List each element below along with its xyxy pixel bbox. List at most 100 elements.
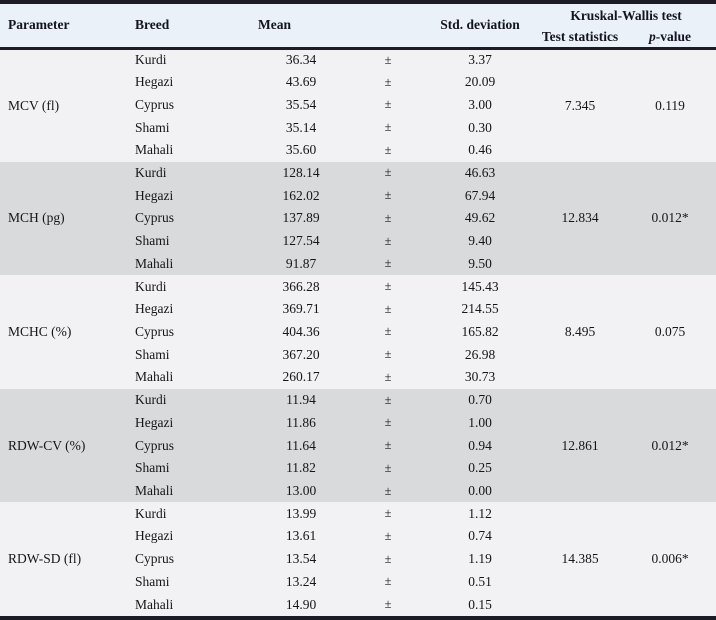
std-deviation-value-cell: 0.94: [424, 434, 536, 457]
table-row: Hegazi 162.02 ±67.94: [0, 184, 716, 208]
mean-value-cell: 13.24: [250, 570, 352, 594]
plus-minus-symbol: ±: [352, 366, 424, 389]
table-row: RDW-CV (%) Kurdi 11.94 ±0.70 12.861 0.012*: [0, 388, 716, 503]
col-header-std-deviation: Std. deviation: [424, 4, 536, 48]
mean-value-cell: 404.36: [250, 320, 352, 344]
col-header-mean: Mean: [250, 4, 352, 48]
std-deviation-value-cell: 3.00: [424, 93, 536, 117]
std-deviation-value-cell: 214.55: [424, 297, 536, 321]
std-deviation-value-cell: 1.00: [424, 411, 536, 435]
mean-value-cell: 137.89: [250, 207, 352, 230]
breed-cell: Cyprus: [132, 93, 250, 117]
plus-minus-symbol: ±: [352, 207, 424, 230]
std-deviation-value-cell: 165.82: [424, 320, 536, 344]
table-row: Mahali 91.87 ±9.50: [0, 252, 716, 276]
table-row: MCV (fl) Kurdi 36.34 ±3.37 7.345 0.119: [0, 48, 716, 162]
plus-minus-symbol: ±: [352, 434, 424, 457]
plus-minus-symbol: ±: [352, 161, 424, 185]
test-statistic-cell: 7.345: [536, 48, 624, 162]
plus-minus-symbol: ±: [352, 297, 424, 321]
table-row: Cyprus 11.64 ±0.94: [0, 434, 716, 457]
table-row: Shami 11.82 ±0.25: [0, 456, 716, 480]
col-header-kruskal-wallis-test: Kruskal-Wallis test: [536, 4, 716, 28]
mean-value-cell: 162.02: [250, 184, 352, 208]
mean-value-cell: 11.64: [250, 434, 352, 457]
mean-value-cell: 11.86: [250, 411, 352, 435]
std-deviation-value-cell: 1.12: [424, 502, 536, 526]
std-deviation-value-cell: 49.62: [424, 207, 536, 230]
breed-cell: Cyprus: [132, 207, 250, 230]
breed-cell: Cyprus: [132, 434, 250, 457]
table-row: Mahali 260.17 ±30.73: [0, 366, 716, 389]
std-deviation-value-cell: 0.30: [424, 116, 536, 139]
mean-value-cell: 128.14: [250, 161, 352, 185]
breed-cell: Cyprus: [132, 320, 250, 344]
breed-cell: Shami: [132, 570, 250, 594]
parameter-cell: MCH (pg): [0, 161, 132, 276]
std-deviation-value-cell: 0.74: [424, 525, 536, 548]
breed-cell: Hegazi: [132, 297, 250, 321]
parameter-cell: MCHC (%): [0, 275, 132, 389]
mean-value-cell: 13.54: [250, 547, 352, 571]
table-row: Shami 35.14 ±0.30: [0, 116, 716, 139]
breed-cell: Kurdi: [132, 275, 250, 298]
breed-cell: Kurdi: [132, 502, 250, 526]
mean-value-cell: 35.54: [250, 93, 352, 117]
statistics-table: Parameter Breed Mean Std. deviation Krus…: [0, 4, 716, 616]
mean-value-cell: 366.28: [250, 275, 352, 298]
std-deviation-value-cell: 30.73: [424, 366, 536, 389]
mean-value-cell: 11.94: [250, 388, 352, 412]
std-deviation-value-cell: 0.00: [424, 479, 536, 503]
table-row: Mahali 35.60 ±0.46: [0, 138, 716, 162]
plus-minus-symbol: ±: [352, 388, 424, 412]
parameter-cell: RDW-SD (fl): [0, 502, 132, 616]
mean-value-cell: 35.60: [250, 138, 352, 162]
plus-minus-symbol: ±: [352, 456, 424, 480]
plus-minus-symbol: ±: [352, 93, 424, 117]
plus-minus-symbol: ±: [352, 411, 424, 435]
breed-cell: Kurdi: [132, 388, 250, 412]
mean-value-cell: 11.82: [250, 456, 352, 480]
table-row: MCH (pg) Kurdi 128.14 ±46.63 12.834 0.012*: [0, 161, 716, 276]
test-statistic-cell: 12.861: [536, 388, 624, 503]
table-row: Shami 127.54 ±9.40: [0, 229, 716, 253]
breed-cell: Mahali: [132, 252, 250, 276]
plus-minus-symbol: ±: [352, 502, 424, 526]
plus-minus-symbol: ±: [352, 593, 424, 616]
plus-minus-symbol: ±: [352, 229, 424, 253]
breed-cell: Hegazi: [132, 525, 250, 548]
col-header-plus-minus: [352, 4, 424, 48]
test-statistic-cell: 12.834: [536, 161, 624, 276]
std-deviation-value-cell: 46.63: [424, 161, 536, 185]
p-value-cell: 0.012*: [624, 161, 716, 276]
mean-value-cell: 127.54: [250, 229, 352, 253]
mean-value-cell: 36.34: [250, 48, 352, 71]
std-deviation-value-cell: 1.19: [424, 547, 536, 571]
header-row-sub: Test statistics p-value: [0, 28, 716, 48]
std-deviation-value-cell: 0.70: [424, 388, 536, 412]
mean-value-cell: 13.61: [250, 525, 352, 548]
mean-value-cell: 367.20: [250, 343, 352, 367]
col-header-breed: Breed: [132, 4, 250, 48]
col-header-test-statistics: Test statistics: [536, 28, 624, 48]
breed-cell: Hegazi: [132, 411, 250, 435]
table-row: Hegazi 369.71 ±214.55: [0, 297, 716, 321]
plus-minus-symbol: ±: [352, 275, 424, 298]
table-row: RDW-SD (fl) Kurdi 13.99 ±1.12 14.385 0.006*: [0, 502, 716, 616]
table-row: Cyprus 404.36 ±165.82: [0, 320, 716, 344]
breed-cell: Hegazi: [132, 70, 250, 94]
header-row-main: Parameter Breed Mean Std. deviation Krus…: [0, 4, 716, 48]
breed-cell: Kurdi: [132, 161, 250, 185]
mean-value-cell: 260.17: [250, 366, 352, 389]
breed-cell: Kurdi: [132, 48, 250, 71]
plus-minus-symbol: ±: [352, 570, 424, 594]
std-deviation-value-cell: 9.40: [424, 229, 536, 253]
p-value-cell: 0.012*: [624, 388, 716, 503]
table-row: Shami 13.24 ±0.51: [0, 570, 716, 594]
std-deviation-value-cell: 26.98: [424, 343, 536, 367]
mean-value-cell: 35.14: [250, 116, 352, 139]
breed-cell: Shami: [132, 343, 250, 367]
std-deviation-value-cell: 20.09: [424, 70, 536, 94]
table-row: Hegazi 13.61 ±0.74: [0, 525, 716, 548]
